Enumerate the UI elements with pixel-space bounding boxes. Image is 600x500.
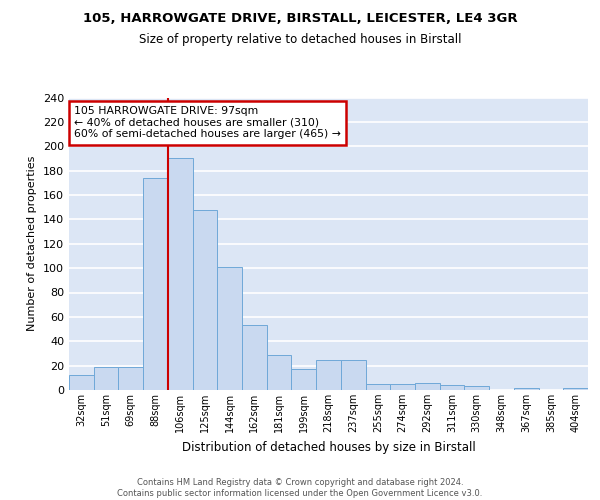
Bar xyxy=(242,326,267,390)
Bar xyxy=(193,210,217,390)
Bar xyxy=(390,384,415,390)
Bar xyxy=(440,385,464,390)
Y-axis label: Number of detached properties: Number of detached properties xyxy=(28,156,37,332)
Text: Size of property relative to detached houses in Birstall: Size of property relative to detached ho… xyxy=(139,32,461,46)
Bar xyxy=(267,354,292,390)
X-axis label: Distribution of detached houses by size in Birstall: Distribution of detached houses by size … xyxy=(182,440,475,454)
Bar xyxy=(168,158,193,390)
Bar xyxy=(94,367,118,390)
Bar xyxy=(217,267,242,390)
Bar xyxy=(341,360,365,390)
Bar xyxy=(365,384,390,390)
Text: Contains HM Land Registry data © Crown copyright and database right 2024.
Contai: Contains HM Land Registry data © Crown c… xyxy=(118,478,482,498)
Bar xyxy=(292,370,316,390)
Text: 105 HARROWGATE DRIVE: 97sqm
← 40% of detached houses are smaller (310)
60% of se: 105 HARROWGATE DRIVE: 97sqm ← 40% of det… xyxy=(74,106,341,140)
Bar xyxy=(514,388,539,390)
Bar xyxy=(69,376,94,390)
Bar xyxy=(143,178,168,390)
Bar xyxy=(415,382,440,390)
Bar xyxy=(464,386,489,390)
Bar xyxy=(316,360,341,390)
Bar xyxy=(563,388,588,390)
Bar xyxy=(118,367,143,390)
Text: 105, HARROWGATE DRIVE, BIRSTALL, LEICESTER, LE4 3GR: 105, HARROWGATE DRIVE, BIRSTALL, LEICEST… xyxy=(83,12,517,26)
